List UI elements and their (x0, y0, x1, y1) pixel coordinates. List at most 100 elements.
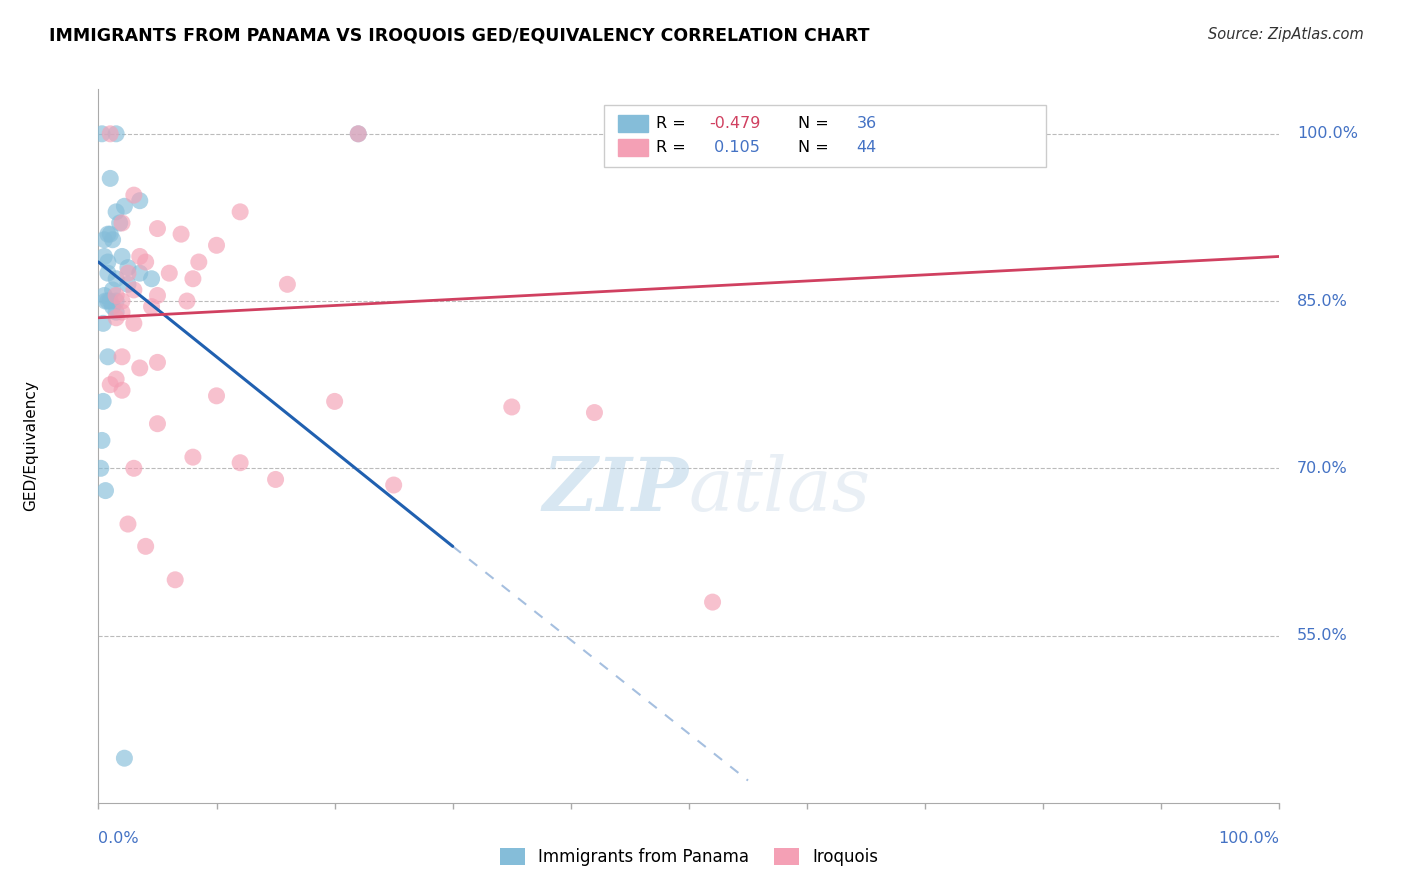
Point (205, 389, 228, 403)
Point (98, 377, 121, 392)
Point (90, 461, 112, 475)
FancyBboxPatch shape (619, 139, 648, 156)
Legend: Immigrants from Panama, Iroquois: Immigrants from Panama, Iroquois (494, 841, 884, 873)
Point (205, 238, 228, 252)
Point (146, 417, 169, 431)
Point (111, 293, 134, 308)
Point (122, 316, 145, 330)
Point (111, 216, 134, 230)
Point (122, 188, 145, 202)
Point (97, 293, 120, 308)
Point (105, 310, 128, 325)
Point (108, 216, 131, 230)
Point (105, 372, 128, 386)
Text: 70.0%: 70.0% (1298, 461, 1348, 475)
Point (98, 127, 121, 141)
Text: 36: 36 (856, 116, 877, 131)
Point (382, 478, 405, 492)
Point (702, 595, 724, 609)
Text: 55.0%: 55.0% (1298, 628, 1348, 643)
Point (105, 305, 128, 319)
Point (141, 271, 163, 285)
Point (111, 384, 134, 398)
Point (170, 227, 193, 242)
Text: 0.0%: 0.0% (98, 830, 139, 846)
Point (111, 305, 134, 319)
Point (128, 361, 150, 376)
Point (105, 288, 128, 302)
Point (181, 271, 204, 285)
Point (135, 539, 157, 553)
Text: -0.479: -0.479 (709, 116, 761, 131)
Point (323, 394, 346, 409)
Point (181, 450, 204, 465)
Text: 0.105: 0.105 (709, 140, 759, 155)
Text: R =: R = (655, 140, 690, 155)
Point (117, 517, 139, 532)
FancyBboxPatch shape (619, 115, 648, 131)
Point (105, 293, 128, 308)
Point (91, 316, 114, 330)
Point (187, 255, 209, 269)
Text: Source: ZipAtlas.com: Source: ZipAtlas.com (1208, 27, 1364, 42)
Point (105, 204, 128, 219)
Point (264, 473, 287, 487)
Point (146, 355, 169, 369)
Point (97, 227, 120, 242)
Text: R =: R = (655, 116, 690, 131)
Point (128, 250, 150, 264)
Text: N =: N = (797, 116, 834, 131)
Point (128, 266, 150, 280)
Text: 85.0%: 85.0% (1298, 293, 1348, 309)
Point (117, 260, 139, 275)
Text: 44: 44 (856, 140, 877, 155)
Point (98, 171, 121, 186)
Point (112, 751, 135, 765)
Point (146, 288, 169, 302)
Point (98, 227, 121, 242)
Text: N =: N = (797, 140, 834, 155)
Point (583, 405, 606, 420)
Point (93, 250, 115, 264)
Text: atlas: atlas (689, 454, 872, 527)
Point (101, 300, 124, 314)
Point (128, 194, 150, 208)
Point (97, 255, 120, 269)
Text: 100.0%: 100.0% (1219, 830, 1279, 846)
Point (229, 456, 252, 470)
Point (97, 350, 120, 364)
Point (91, 394, 114, 409)
Text: ZIP: ZIP (543, 454, 689, 527)
Point (122, 283, 145, 297)
Point (117, 277, 139, 292)
Point (122, 461, 145, 475)
Point (91, 127, 114, 141)
Point (347, 127, 370, 141)
Point (229, 204, 252, 219)
Point (117, 266, 139, 280)
Point (146, 221, 169, 235)
Point (105, 271, 128, 285)
Point (501, 400, 523, 414)
Text: IMMIGRANTS FROM PANAMA VS IROQUOIS GED/EQUIVALENCY CORRELATION CHART: IMMIGRANTS FROM PANAMA VS IROQUOIS GED/E… (49, 27, 870, 45)
Point (94, 293, 117, 308)
Point (176, 293, 198, 308)
FancyBboxPatch shape (605, 104, 1046, 168)
Point (93, 233, 115, 247)
Point (111, 350, 134, 364)
Point (141, 300, 163, 314)
Point (101, 233, 124, 247)
Point (165, 573, 187, 587)
Point (111, 250, 134, 264)
Point (135, 255, 157, 269)
Point (93, 288, 115, 302)
Point (97, 266, 120, 280)
Point (94, 483, 117, 498)
Point (347, 127, 370, 141)
Point (91, 434, 114, 448)
Point (105, 127, 128, 141)
Point (157, 266, 180, 280)
Point (98, 293, 121, 308)
Text: 100.0%: 100.0% (1298, 127, 1358, 141)
Point (112, 199, 135, 213)
